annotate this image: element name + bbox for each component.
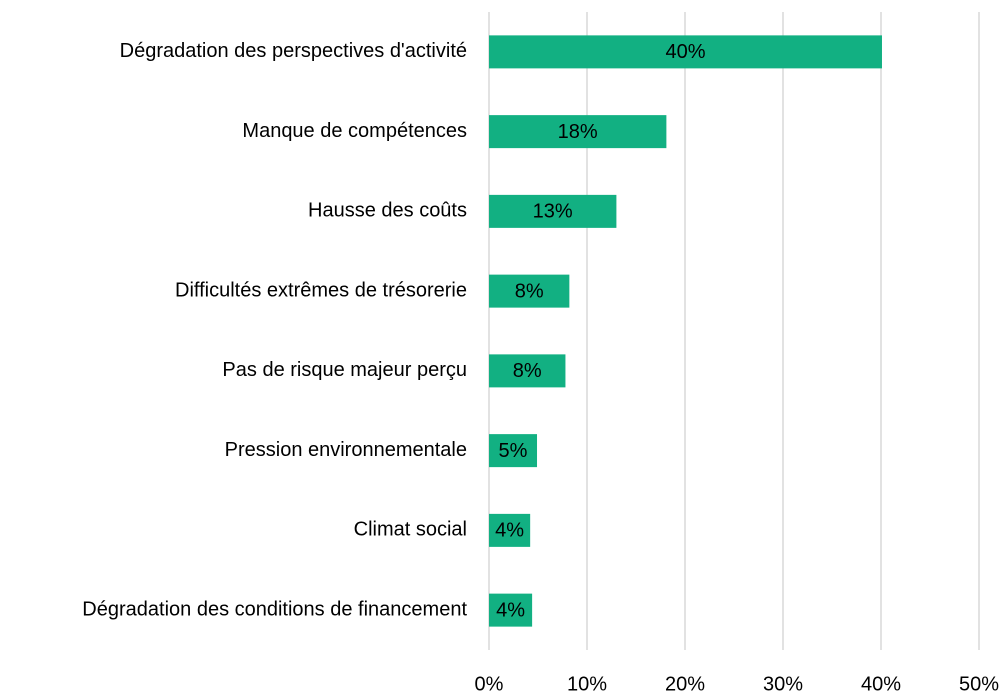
x-tick-label: 0% bbox=[475, 673, 504, 695]
y-tick-label: Hausse des coûts bbox=[308, 200, 467, 222]
x-tick-label: 30% bbox=[763, 673, 803, 695]
y-tick-label: Climat social bbox=[354, 519, 467, 541]
bar bbox=[489, 593, 533, 627]
y-tick-label: Pression environnementale bbox=[225, 439, 467, 461]
value-label: 8% bbox=[513, 360, 542, 382]
x-tick-label: 20% bbox=[665, 673, 705, 695]
bar bbox=[489, 194, 617, 228]
value-label: 40% bbox=[665, 41, 705, 63]
value-label: 5% bbox=[499, 440, 528, 462]
y-tick-label: Dégradation des conditions de financemen… bbox=[82, 598, 467, 620]
value-label: 8% bbox=[515, 280, 544, 302]
value-label: 13% bbox=[533, 201, 573, 223]
value-label: 4% bbox=[495, 520, 524, 542]
y-tick-label: Difficultés extrêmes de trésorerie bbox=[175, 279, 467, 301]
y-tick-label: Manque de compétences bbox=[242, 120, 467, 142]
y-tick-label: Pas de risque majeur perçu bbox=[222, 359, 467, 381]
bar bbox=[489, 354, 566, 388]
bar bbox=[489, 115, 667, 149]
x-tick-label: 50% bbox=[959, 673, 999, 695]
bar bbox=[489, 513, 531, 547]
x-tick-label: 40% bbox=[861, 673, 901, 695]
bar bbox=[489, 434, 538, 468]
x-tick-label: 10% bbox=[567, 673, 607, 695]
value-label: 18% bbox=[558, 121, 598, 143]
bar bbox=[489, 35, 882, 69]
y-tick-label: Dégradation des perspectives d'activité bbox=[120, 40, 467, 62]
value-label: 4% bbox=[496, 599, 525, 621]
bar bbox=[489, 274, 570, 308]
